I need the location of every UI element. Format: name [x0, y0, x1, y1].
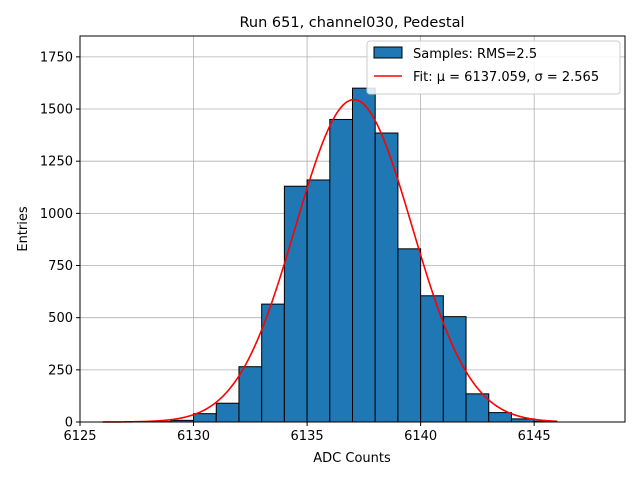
x-tick-label: 6145: [518, 429, 551, 444]
x-axis-ticks: 6125 6130 6135 6140 6145: [63, 422, 551, 444]
x-tick-label: 6130: [177, 429, 210, 444]
y-tick-label: 1750: [40, 50, 73, 65]
x-axis-label: ADC Counts: [313, 451, 391, 466]
histogram-bar: [329, 118, 353, 423]
histogram-bar: [374, 132, 399, 423]
y-tick-label: 1500: [40, 103, 73, 118]
histogram-bar: [215, 402, 240, 423]
y-axis-label: Entries: [16, 206, 31, 252]
y-tick-label: 750: [48, 259, 73, 274]
legend-samples-label: Samples: RMS=2.5: [413, 47, 537, 62]
histogram-bar: [488, 412, 512, 423]
chart-title: Run 651, channel030, Pedestal: [239, 15, 464, 31]
legend-samples-swatch: [373, 46, 403, 59]
x-tick-label: 6135: [291, 429, 324, 444]
y-tick-label: 250: [48, 363, 73, 378]
x-tick-label: 6140: [404, 429, 437, 444]
fit-curve: [102, 98, 557, 423]
histogram-bar: [238, 366, 263, 423]
y-tick-label: 0: [65, 416, 73, 431]
legend-box: [366, 40, 621, 95]
histogram-bars: [147, 87, 558, 423]
y-tick-label: 500: [48, 311, 73, 326]
legend-fit-label: Fit: μ = 6137.059, σ = 2.565: [413, 70, 599, 85]
histogram-bar: [193, 413, 217, 423]
legend: Samples: RMS=2.5 Fit: μ = 6137.059, σ = …: [366, 40, 621, 95]
histogram-bar: [352, 87, 376, 423]
histogram-bar: [306, 179, 331, 423]
histogram-bar: [465, 393, 490, 423]
x-tick-label: 6125: [63, 429, 96, 444]
y-tick-label: 1000: [40, 207, 73, 222]
histogram-bar: [283, 185, 308, 423]
plot-frame: [79, 35, 626, 423]
histogram-bar: [397, 248, 422, 423]
y-axis-ticks: 0 250 500 750 1000 1250 1500 1750: [40, 50, 80, 431]
y-tick-label: 1250: [40, 155, 73, 170]
